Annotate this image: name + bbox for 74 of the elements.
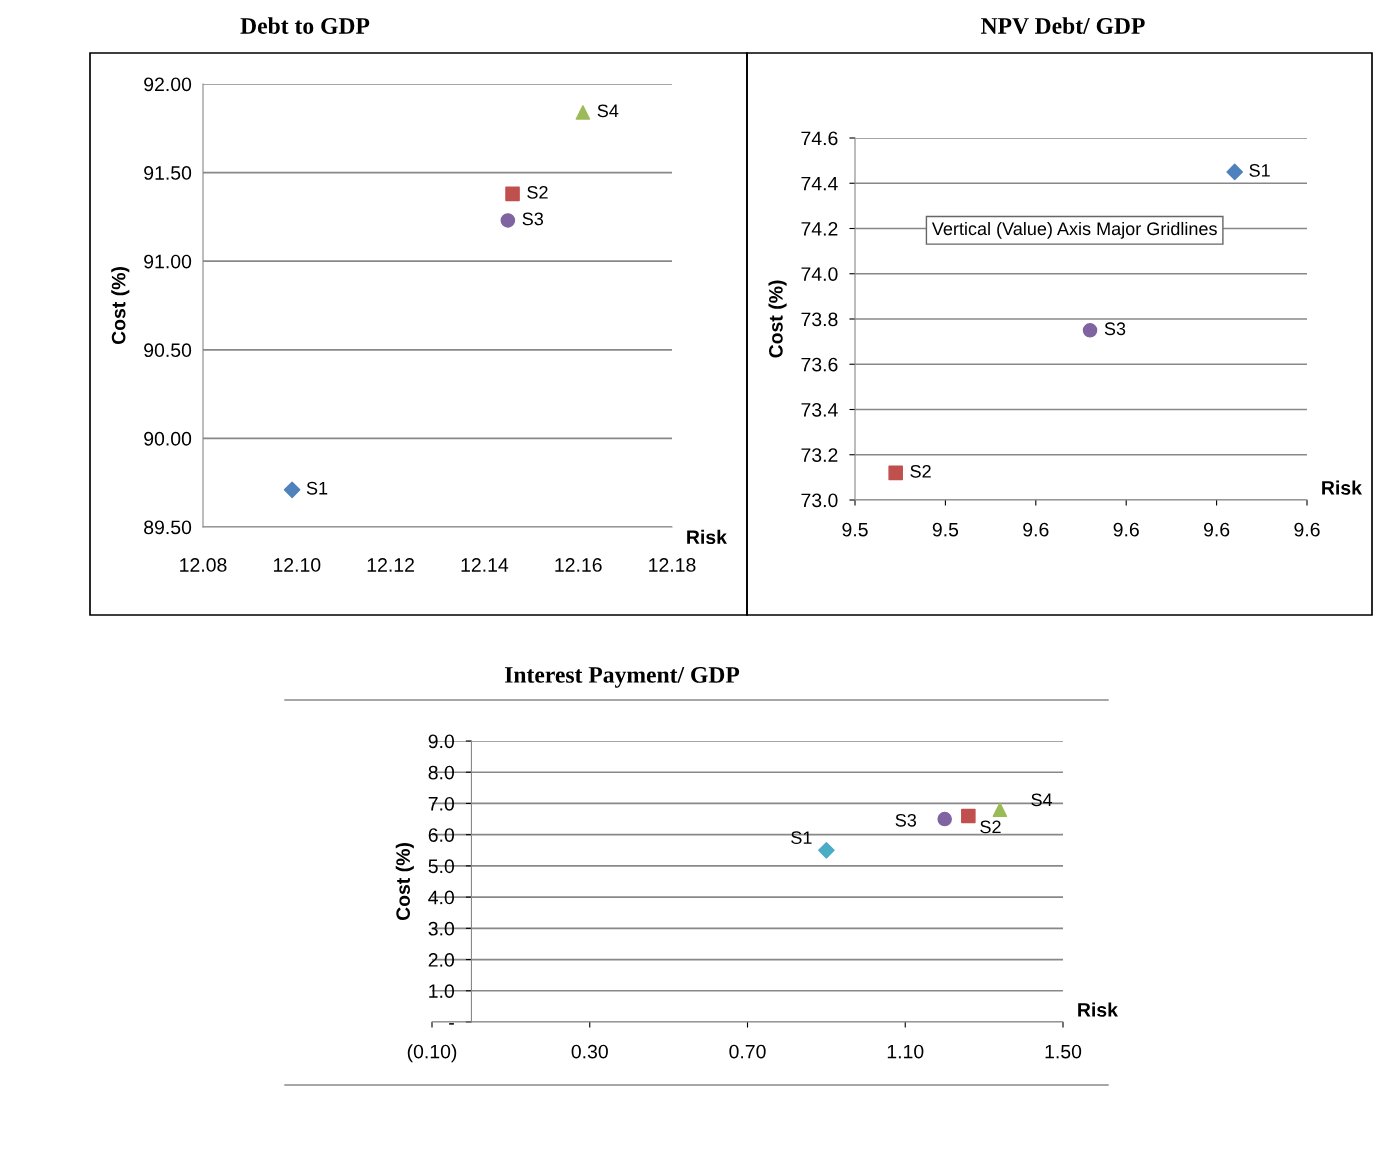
x-tick-label: 0.30 bbox=[571, 1044, 608, 1059]
x-tick-label: 12.08 bbox=[180, 558, 227, 572]
y-tick-label: 74.4 bbox=[801, 176, 838, 191]
chart-title: NPV Debt/ GDP bbox=[981, 17, 1145, 35]
x-tick-label: 9.5 bbox=[842, 522, 868, 537]
x-tick-label: 9.6 bbox=[1113, 522, 1139, 537]
y-tick-label: 73.6 bbox=[801, 357, 838, 372]
point bbox=[818, 841, 835, 859]
y-tick-label: 73.8 bbox=[801, 312, 838, 327]
y-tick-label: 73.0 bbox=[801, 493, 838, 508]
series-label: S2 bbox=[980, 820, 1001, 834]
y-axis-title: Cost (%) bbox=[768, 280, 787, 358]
y-tick-label: 6.0 bbox=[428, 828, 455, 842]
y-tick-label: 2.0 bbox=[428, 953, 455, 967]
annotation: Vertical (Value) Axis Major Gridlines bbox=[931, 221, 1217, 239]
y-tick-label: 89.50 bbox=[144, 520, 192, 535]
x-tick-label: 9.5 bbox=[932, 522, 959, 537]
y-tick-label: 74.2 bbox=[801, 221, 838, 236]
y-tick-label: 91.50 bbox=[144, 166, 192, 180]
point bbox=[888, 465, 903, 481]
chart-title: Debt to GDP bbox=[240, 17, 370, 34]
point bbox=[500, 213, 516, 228]
point bbox=[1226, 163, 1243, 181]
x-tick-label: 12.18 bbox=[649, 558, 696, 572]
series-label: S2 bbox=[527, 185, 548, 199]
series-label: S1 bbox=[791, 831, 812, 845]
series-label: S1 bbox=[306, 481, 328, 495]
x-tick-label: 12.10 bbox=[273, 558, 321, 572]
y-tick-label: 7.0 bbox=[428, 796, 455, 811]
series-label: S4 bbox=[1031, 793, 1053, 807]
x-tick-label: 12.14 bbox=[461, 558, 509, 572]
point bbox=[1082, 323, 1098, 338]
y-tick-label: 5.0 bbox=[428, 859, 455, 874]
y-tick-label: 8.0 bbox=[428, 765, 455, 780]
chart-title: Interest Payment/ GDP bbox=[504, 666, 740, 688]
y-axis-title: Cost (%) bbox=[395, 843, 414, 921]
series-label: S1 bbox=[1249, 164, 1270, 177]
y-tick-label: 9.0 bbox=[428, 734, 455, 749]
x-tick-label: 9.6 bbox=[1294, 522, 1320, 537]
point bbox=[575, 105, 591, 120]
x-axis-title: Risk bbox=[1322, 480, 1362, 495]
y-tick-label: 73.2 bbox=[801, 448, 838, 462]
x-axis-title: Risk bbox=[1078, 1002, 1118, 1017]
x-tick-label: 9.6 bbox=[1204, 522, 1230, 537]
x-axis-title: Risk bbox=[687, 529, 727, 545]
series-label: S3 bbox=[522, 212, 544, 226]
y-tick-label: 90.50 bbox=[144, 343, 192, 358]
y-tick-label: 3.0 bbox=[428, 921, 455, 936]
point bbox=[505, 186, 520, 202]
series-label: S4 bbox=[597, 104, 619, 118]
y-tick-label: 1.0 bbox=[429, 984, 455, 999]
series-label: S3 bbox=[895, 813, 917, 827]
x-tick-label: 0.70 bbox=[729, 1044, 766, 1059]
x-tick-label: 9.6 bbox=[1023, 522, 1049, 537]
point bbox=[937, 811, 952, 827]
y-tick-label: 73.4 bbox=[801, 402, 838, 417]
x-tick-label: 1.50 bbox=[1045, 1044, 1082, 1059]
y-tick-label: 74.6 bbox=[801, 131, 838, 146]
y-tick-label: - bbox=[449, 1023, 454, 1025]
point bbox=[961, 808, 976, 824]
y-tick-label: 4.0 bbox=[428, 890, 455, 905]
y-tick-label: 90.00 bbox=[144, 431, 192, 446]
x-tick-label: 12.16 bbox=[555, 558, 602, 572]
y-axis-title: Cost (%) bbox=[111, 267, 130, 345]
x-tick-label: 1.10 bbox=[887, 1044, 924, 1059]
x-tick-label: 12.12 bbox=[367, 558, 414, 572]
y-tick-label: 74.0 bbox=[801, 267, 838, 281]
series-label: S3 bbox=[1104, 322, 1126, 336]
point bbox=[283, 481, 301, 499]
x-tick-label: (0.10) bbox=[407, 1044, 457, 1063]
point bbox=[992, 802, 1008, 817]
y-tick-label: 91.00 bbox=[144, 254, 192, 269]
series-label: S2 bbox=[910, 464, 931, 478]
y-tick-label: 92.00 bbox=[144, 77, 192, 92]
